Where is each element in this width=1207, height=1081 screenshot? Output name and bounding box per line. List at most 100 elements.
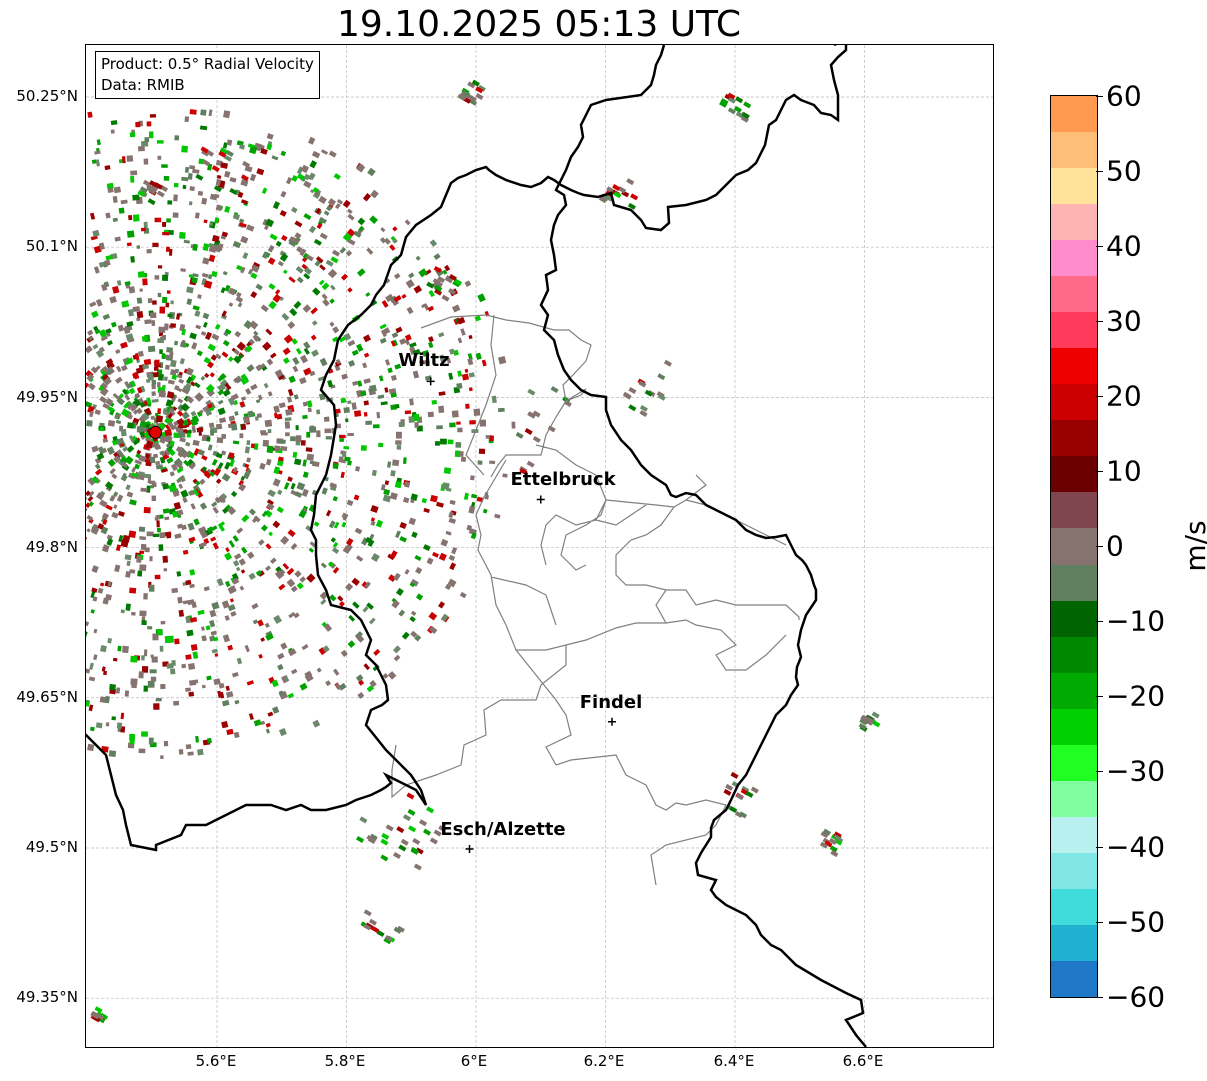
velocity-echo-cell bbox=[157, 629, 162, 636]
velocity-echo-cell bbox=[404, 410, 412, 415]
velocity-echo-cell bbox=[380, 227, 386, 233]
velocity-echo-cell bbox=[407, 808, 416, 816]
velocity-echo-cell bbox=[309, 160, 318, 169]
x-tick-label: 6°E bbox=[460, 1052, 488, 1070]
velocity-echo-cell bbox=[113, 504, 118, 509]
velocity-echo-cell bbox=[135, 121, 141, 128]
velocity-echo-cell bbox=[239, 218, 245, 224]
velocity-echo-cell bbox=[146, 397, 152, 405]
velocity-echo-cell bbox=[208, 109, 213, 117]
velocity-echo-cell bbox=[448, 348, 455, 355]
velocity-echo-cell bbox=[411, 531, 418, 539]
velocity-colorbar bbox=[1050, 95, 1098, 998]
velocity-echo-cell bbox=[92, 596, 98, 602]
velocity-echo-cell bbox=[158, 374, 163, 381]
velocity-echo-cell bbox=[286, 396, 293, 403]
velocity-echo-cell bbox=[511, 421, 516, 429]
velocity-echo-cell bbox=[337, 595, 344, 602]
velocity-echo-cell bbox=[547, 425, 556, 433]
radar-map-panel[interactable] bbox=[85, 44, 994, 1048]
velocity-echo-cell bbox=[303, 272, 311, 280]
velocity-echo-cell bbox=[99, 427, 104, 432]
velocity-echo-cell bbox=[357, 268, 366, 277]
velocity-echo-cell bbox=[247, 410, 254, 418]
velocity-echo-cell bbox=[196, 427, 204, 433]
velocity-echo-cell bbox=[144, 319, 152, 325]
velocity-echo-cell bbox=[331, 249, 341, 257]
velocity-echo-cell bbox=[422, 349, 430, 357]
y-tick-label: 49.8°N bbox=[25, 538, 78, 556]
velocity-echo-cell bbox=[390, 340, 396, 347]
velocity-echo-cell bbox=[280, 642, 288, 650]
velocity-echo-cell bbox=[143, 685, 148, 692]
velocity-echo-cell bbox=[234, 411, 239, 416]
velocity-echo-cell bbox=[332, 566, 340, 574]
velocity-echo-cell bbox=[327, 561, 334, 568]
velocity-echo-cell bbox=[98, 261, 105, 268]
velocity-echo-cell bbox=[141, 335, 148, 342]
velocity-echo-cell bbox=[323, 416, 330, 422]
velocity-echo-cell bbox=[228, 540, 235, 548]
velocity-echo-cell bbox=[185, 744, 192, 750]
velocity-echo-cell bbox=[408, 517, 417, 526]
velocity-echo-cell bbox=[106, 332, 111, 337]
velocity-echo-cell bbox=[236, 353, 244, 361]
velocity-echoes bbox=[86, 79, 881, 1024]
velocity-echo-cell bbox=[314, 260, 321, 267]
velocity-echo-cell bbox=[167, 200, 173, 205]
velocity-echo-cell bbox=[224, 461, 231, 470]
velocity-echo-cell bbox=[89, 662, 94, 670]
velocity-echo-cell bbox=[148, 187, 157, 195]
velocity-echo-cell bbox=[165, 246, 170, 252]
luxembourg-national-border bbox=[86, 45, 848, 852]
velocity-echo-cell bbox=[136, 387, 143, 394]
velocity-echo-cell bbox=[248, 572, 256, 581]
velocity-echo-cell bbox=[150, 676, 157, 682]
velocity-echo-cell bbox=[143, 431, 149, 437]
velocity-echo-cell bbox=[155, 461, 161, 466]
velocity-echo-cell bbox=[266, 499, 274, 506]
velocity-echo-cell bbox=[428, 289, 435, 298]
velocity-echo-cell bbox=[327, 198, 337, 207]
velocity-echo-cell bbox=[464, 368, 469, 373]
velocity-echo-cell bbox=[430, 494, 438, 503]
velocity-echo-cell bbox=[170, 300, 174, 305]
velocity-echo-cell bbox=[272, 478, 281, 487]
colorbar-segment bbox=[1051, 708, 1097, 748]
velocity-echo-cell bbox=[245, 345, 253, 353]
velocity-echo-cell bbox=[445, 530, 452, 536]
velocity-echo-cell bbox=[94, 409, 101, 416]
velocity-echo-cell bbox=[410, 499, 415, 504]
velocity-echo-cell bbox=[340, 471, 345, 479]
velocity-echo-cell bbox=[429, 239, 438, 247]
velocity-echo-cell bbox=[151, 495, 156, 502]
colorbar-segment bbox=[1051, 348, 1097, 387]
colorbar-segment bbox=[1051, 204, 1097, 243]
velocity-echo-cell bbox=[146, 485, 151, 493]
city-label-findel: Findel bbox=[579, 692, 643, 713]
velocity-echo-cell bbox=[471, 79, 480, 87]
velocity-echo-cell bbox=[185, 654, 192, 660]
velocity-echo-cell bbox=[302, 401, 308, 407]
velocity-echo-cell bbox=[177, 596, 183, 604]
velocity-echo-cell bbox=[401, 293, 407, 299]
radar-map-canvas[interactable] bbox=[86, 45, 993, 1047]
velocity-echo-cell bbox=[131, 683, 137, 689]
velocity-echo-cell bbox=[358, 225, 364, 232]
velocity-echo-cell bbox=[139, 431, 144, 438]
velocity-echo-cell bbox=[428, 336, 434, 343]
velocity-echo-cell bbox=[86, 700, 90, 707]
velocity-echo-cell bbox=[309, 370, 316, 377]
velocity-echo-cell bbox=[231, 672, 239, 678]
velocity-echo-cell bbox=[394, 481, 402, 489]
velocity-echo-cell bbox=[152, 242, 159, 248]
velocity-echo-cell bbox=[354, 527, 363, 535]
velocity-echo-cell bbox=[345, 543, 353, 551]
velocity-echo-cell bbox=[221, 721, 229, 729]
radar-site-marker[interactable] bbox=[148, 425, 162, 439]
velocity-echo-cell bbox=[255, 283, 263, 291]
velocity-echo-cell bbox=[237, 302, 243, 308]
velocity-echo-cell bbox=[657, 393, 666, 401]
velocity-echo-cell bbox=[98, 329, 108, 338]
velocity-echo-cell bbox=[173, 700, 180, 706]
